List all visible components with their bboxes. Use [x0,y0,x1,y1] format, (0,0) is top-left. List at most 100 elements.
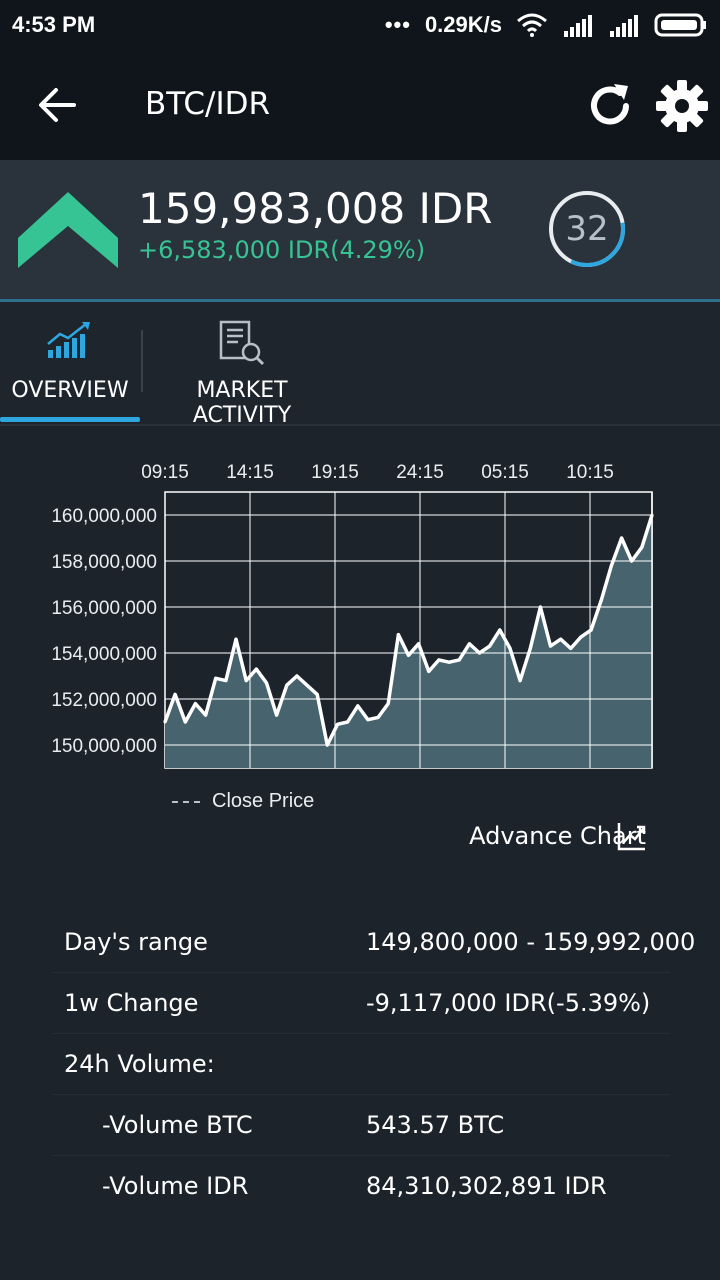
close-price-point [285,683,289,687]
volume-label: 24h Volume: [64,1050,215,1078]
stats-row-week-change: 1w Change -9,117,000 IDR(-5.39%) [52,973,670,1034]
close-price-point [549,644,552,648]
close-price-point [275,713,279,717]
close-price-point [254,667,258,671]
legend-dash-icon [172,800,200,803]
close-price-point [518,679,522,683]
close-price-point [599,598,603,602]
close-price-point [325,743,329,747]
x-tick-label: 05:15 [481,462,529,483]
close-price-point [630,559,634,563]
close-price-point [183,720,187,724]
x-tick-label: 19:15 [311,462,359,483]
chart-legend: Close Price [172,790,314,813]
close-price-point [498,628,502,632]
days-range-label: Day's range [64,928,208,956]
close-price-point [559,637,563,641]
y-tick-label: 154,000,000 [51,644,157,665]
x-tick-label: 10:15 [566,462,614,483]
bar-chart-trend-icon [47,322,90,358]
y-tick-label: 156,000,000 [51,598,157,619]
back-arrow-icon[interactable] [34,82,80,128]
x-tick-label: 24:15 [396,462,444,483]
volume-btc-label: -Volume BTC [102,1111,253,1139]
close-price-point [478,651,481,655]
y-tick-label: 160,000,000 [51,506,157,527]
close-price-point [427,669,431,673]
market-stats: Day's range 149,800,000 - 159,992,000 1w… [52,912,695,1216]
close-price-point [305,683,309,687]
x-tick-label: 09:15 [141,462,189,483]
volume-idr-value: 84,310,302,891 IDR [366,1172,607,1200]
refresh-countdown: 32 [565,209,609,249]
close-price-point [579,635,583,639]
y-tick-label: 158,000,000 [51,552,157,573]
legend-label: Close Price [212,790,315,812]
close-price-point [346,720,350,724]
signal-icon [610,15,638,37]
tab-overview[interactable]: OVERVIEW [0,302,140,424]
signal-icon [564,15,592,37]
volume-idr-label: -Volume IDR [102,1172,249,1200]
battery-icon [654,13,706,37]
gear-icon[interactable] [654,78,710,134]
more-dots-icon: ••• [384,12,411,37]
advance-chart-link[interactable]: Advance Chart [469,822,646,850]
price-change: +6,583,000 IDR(4.29%) [138,236,426,264]
price-chart[interactable]: 09:15 14:15 19:15 24:15 05:15 10:15 160,000,00… [0,440,720,840]
close-price-point [457,658,461,662]
status-time: 4:53 PM [12,12,96,37]
close-price-point [193,702,197,706]
close-price-point [204,713,208,717]
close-price-point [234,637,238,641]
status-icons: ••• 0.29K/s [385,11,708,39]
tab-market-activity-label: MARKET ACTIVITY [192,378,292,428]
close-price-point [467,642,471,646]
close-price-point [244,679,248,683]
close-price-point [589,628,593,632]
close-price-area [165,515,652,768]
divider [0,299,720,302]
close-price-point [407,653,410,657]
close-price-point [640,545,644,549]
tab-bar: OVERVIEW MARKET ACTIVITY [0,302,720,428]
refresh-icon[interactable] [584,80,636,132]
tab-separator [141,330,143,392]
app-bar: BTC/IDR [0,50,720,160]
y-tick-label: 152,000,000 [51,690,157,711]
close-price-point [650,513,654,517]
stats-row-volume-header: 24h Volume: [52,1034,670,1095]
close-price-point [488,644,492,648]
wifi-icon [517,13,547,37]
close-price-point [538,605,542,609]
week-change-label: 1w Change [64,989,199,1017]
stats-row-volume-btc: -Volume BTC 543.57 BTC [52,1095,670,1156]
network-speed: 0.29K/s [424,12,502,37]
close-price-point [366,718,370,722]
tab-overview-label: OVERVIEW [11,378,129,403]
close-price-point [224,679,228,683]
close-price-point [386,702,390,706]
document-search-icon [219,320,265,366]
close-price-point [163,720,167,724]
days-range-value: 149,800,000 - 159,992,000 [366,928,696,956]
close-price-point [396,633,400,637]
close-price-point [265,681,268,685]
close-price-point [336,722,339,726]
tab-market-activity[interactable]: MARKET ACTIVITY [144,302,340,428]
close-price-point [569,646,573,650]
refresh-countdown-ring[interactable] [548,190,626,268]
close-price-point [620,536,624,540]
close-price-point [295,674,299,678]
trending-chart-icon[interactable] [616,820,648,852]
close-price-point [609,564,613,568]
y-tick-label: 150,000,000 [51,736,157,757]
page-title: BTC/IDR [145,86,271,122]
close-price-point [376,715,380,719]
stats-row-days-range: Day's range 149,800,000 - 159,992,000 [52,912,695,973]
volume-btc-value: 543.57 BTC [366,1111,505,1139]
x-tick-label: 14:15 [226,462,274,483]
stats-row-volume-idr: -Volume IDR 84,310,302,891 IDR [52,1156,670,1216]
close-price-point [173,692,177,696]
close-price-point [214,676,218,680]
